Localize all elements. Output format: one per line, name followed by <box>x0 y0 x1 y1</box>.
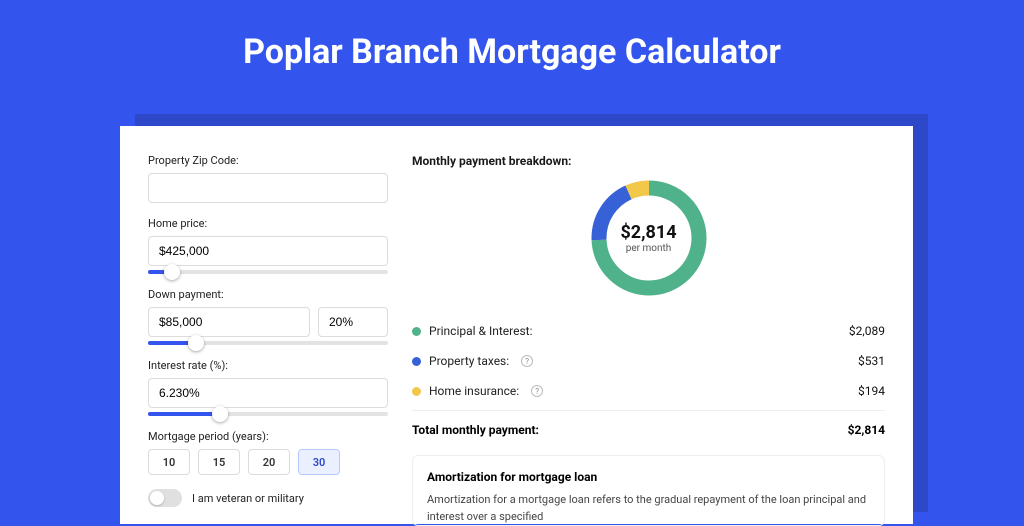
breakdown-column: Monthly payment breakdown: $2,814 per mo… <box>412 154 885 524</box>
period-option-15[interactable]: 15 <box>198 449 240 475</box>
info-icon[interactable]: ? <box>531 385 543 397</box>
zip-input[interactable] <box>148 173 388 203</box>
legend-dot <box>412 327 421 336</box>
period-option-10[interactable]: 10 <box>148 449 190 475</box>
legend-value: $2,089 <box>849 324 885 338</box>
period-option-20[interactable]: 20 <box>248 449 290 475</box>
down-label: Down payment: <box>148 288 388 301</box>
rate-field: Interest rate (%): <box>148 359 388 416</box>
legend-label: Property taxes: <box>429 354 509 368</box>
total-value: $2,814 <box>848 423 885 437</box>
price-label: Home price: <box>148 217 388 230</box>
veteran-label: I am veteran or military <box>192 492 304 505</box>
legend-row: Principal & Interest: $2,089 <box>412 316 885 346</box>
period-field: Mortgage period (years): 10 15 20 30 <box>148 430 388 475</box>
period-label: Mortgage period (years): <box>148 430 388 443</box>
calculator-card: Property Zip Code: Home price: Down paym… <box>120 126 913 524</box>
rate-label: Interest rate (%): <box>148 359 388 372</box>
legend-value: $531 <box>858 354 885 368</box>
total-label: Total monthly payment: <box>412 423 539 437</box>
breakdown-title: Monthly payment breakdown: <box>412 154 885 168</box>
veteran-toggle[interactable] <box>148 489 182 507</box>
price-slider[interactable] <box>148 270 388 274</box>
info-icon[interactable]: ? <box>521 355 533 367</box>
legend-label: Home insurance: <box>429 384 519 398</box>
period-option-30[interactable]: 30 <box>298 449 340 475</box>
zip-label: Property Zip Code: <box>148 154 388 167</box>
amortization-title: Amortization for mortgage loan <box>427 470 870 484</box>
amortization-text: Amortization for a mortgage loan refers … <box>427 492 870 525</box>
down-pct-input[interactable] <box>318 307 388 337</box>
price-input[interactable] <box>148 236 388 266</box>
form-column: Property Zip Code: Home price: Down paym… <box>148 154 388 524</box>
rate-input[interactable] <box>148 378 388 408</box>
down-field: Down payment: <box>148 288 388 345</box>
veteran-row: I am veteran or military <box>148 489 388 507</box>
donut-sub: per month <box>626 243 672 254</box>
legend-row: Home insurance:? $194 <box>412 376 885 406</box>
legend-dot <box>412 357 421 366</box>
donut-chart: $2,814 per month <box>412 178 885 298</box>
legend-row: Property taxes:? $531 <box>412 346 885 376</box>
page-title: Poplar Branch Mortgage Calculator <box>0 0 1024 96</box>
legend-value: $194 <box>858 384 885 398</box>
legend-dot <box>412 387 421 396</box>
down-slider[interactable] <box>148 341 388 345</box>
down-amount-input[interactable] <box>148 307 310 337</box>
donut-amount: $2,814 <box>620 222 676 243</box>
legend-label: Principal & Interest: <box>429 324 533 338</box>
zip-field: Property Zip Code: <box>148 154 388 203</box>
amortization-card: Amortization for mortgage loan Amortizat… <box>412 455 885 526</box>
total-row: Total monthly payment: $2,814 <box>412 410 885 451</box>
toggle-knob <box>150 491 164 505</box>
rate-slider[interactable] <box>148 412 388 416</box>
price-field: Home price: <box>148 217 388 274</box>
